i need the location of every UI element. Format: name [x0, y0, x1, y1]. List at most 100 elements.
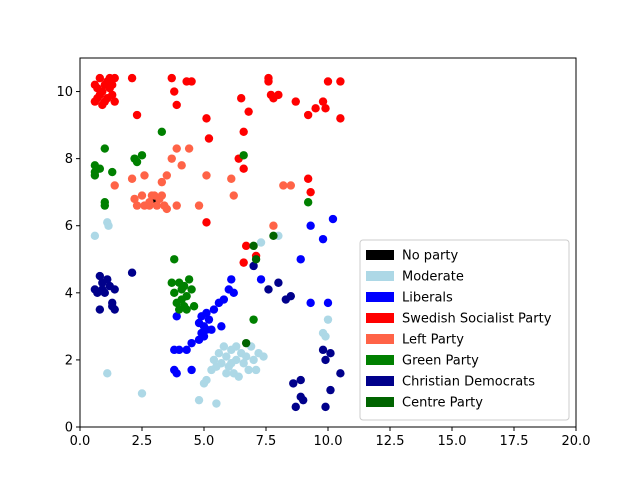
data-point [328, 214, 338, 224]
data-point [110, 305, 119, 314]
series-5 [90, 127, 313, 324]
series-6 [90, 261, 345, 412]
data-point [321, 104, 330, 113]
data-point [95, 164, 105, 173]
data-point [326, 385, 335, 395]
data-point [318, 328, 328, 338]
data-point [318, 345, 328, 355]
legend-label: Left Party [402, 333, 464, 348]
data-point [152, 201, 162, 210]
data-point [244, 365, 253, 375]
data-point [249, 315, 258, 324]
data-point [90, 171, 100, 180]
data-point [162, 171, 171, 180]
data-point [127, 174, 137, 183]
data-point [194, 201, 204, 210]
legend-swatch [366, 292, 394, 302]
data-point [286, 181, 295, 190]
data-point [239, 359, 248, 368]
data-point [237, 94, 246, 103]
series-1 [90, 218, 333, 408]
data-point [289, 379, 298, 388]
data-point [311, 104, 320, 113]
data-point [137, 151, 147, 160]
legend-label: Centre Party [402, 396, 483, 411]
data-point [219, 342, 229, 351]
points-layer [90, 73, 345, 412]
legend-label: Green Party [402, 354, 479, 369]
data-point [179, 281, 189, 291]
y-tick-label: 10 [56, 85, 73, 100]
data-point [110, 285, 119, 294]
data-point [204, 134, 214, 143]
y-tick-label: 4 [65, 286, 73, 301]
data-point [222, 352, 231, 361]
data-point [259, 352, 268, 361]
data-point [244, 107, 253, 116]
x-tick-label: 12.5 [376, 434, 405, 449]
data-point [217, 322, 226, 331]
data-point [306, 298, 315, 308]
data-point [170, 288, 179, 298]
series-4 [110, 144, 295, 230]
legend-label: No party [402, 249, 458, 264]
data-point [232, 342, 241, 351]
legend-swatch [366, 355, 394, 365]
data-point [202, 308, 211, 318]
data-point [137, 191, 147, 200]
data-point [299, 395, 308, 405]
data-point [241, 241, 251, 251]
data-point [202, 218, 211, 227]
data-point [184, 275, 194, 284]
data-point [321, 402, 330, 412]
y-tick-label: 2 [65, 353, 73, 368]
data-point [217, 359, 226, 368]
legend-swatch [366, 376, 394, 386]
legend: No party Moderate Liberals Swedish Socialis… [359, 239, 570, 421]
data-point [182, 305, 191, 314]
x-tick-label: 20.0 [562, 434, 591, 449]
data-point [137, 389, 147, 398]
data-point [303, 110, 313, 120]
data-point [157, 191, 167, 200]
data-point [227, 275, 236, 284]
data-point [170, 87, 179, 96]
data-point [318, 234, 328, 244]
data-point [239, 258, 248, 267]
x-tick-label: 5.0 [194, 434, 215, 449]
series-2 [170, 214, 338, 378]
legend-swatch [366, 271, 394, 281]
data-point [95, 305, 105, 314]
data-point [296, 375, 305, 385]
data-point [172, 201, 181, 210]
data-point [269, 231, 278, 240]
data-point [90, 231, 100, 240]
data-point [202, 114, 211, 123]
data-point [306, 187, 315, 197]
data-point [256, 238, 266, 247]
data-point [249, 241, 258, 251]
data-point [170, 345, 179, 355]
data-point [222, 369, 231, 378]
data-point [323, 315, 333, 324]
data-point [170, 255, 179, 264]
data-point [209, 305, 219, 314]
data-point [239, 151, 248, 160]
data-point [100, 144, 110, 153]
data-point [229, 191, 238, 200]
data-point [104, 221, 113, 230]
data-point [177, 161, 186, 170]
data-point [110, 181, 119, 190]
data-point [187, 77, 196, 86]
data-point [219, 295, 229, 304]
x-tick-label: 0.0 [70, 434, 91, 449]
data-point [140, 171, 149, 180]
data-point [291, 402, 300, 412]
data-point [241, 338, 251, 348]
data-point [132, 110, 142, 120]
data-point [110, 97, 119, 106]
data-point [145, 198, 154, 207]
series-7 [241, 231, 278, 348]
data-point [90, 97, 100, 106]
